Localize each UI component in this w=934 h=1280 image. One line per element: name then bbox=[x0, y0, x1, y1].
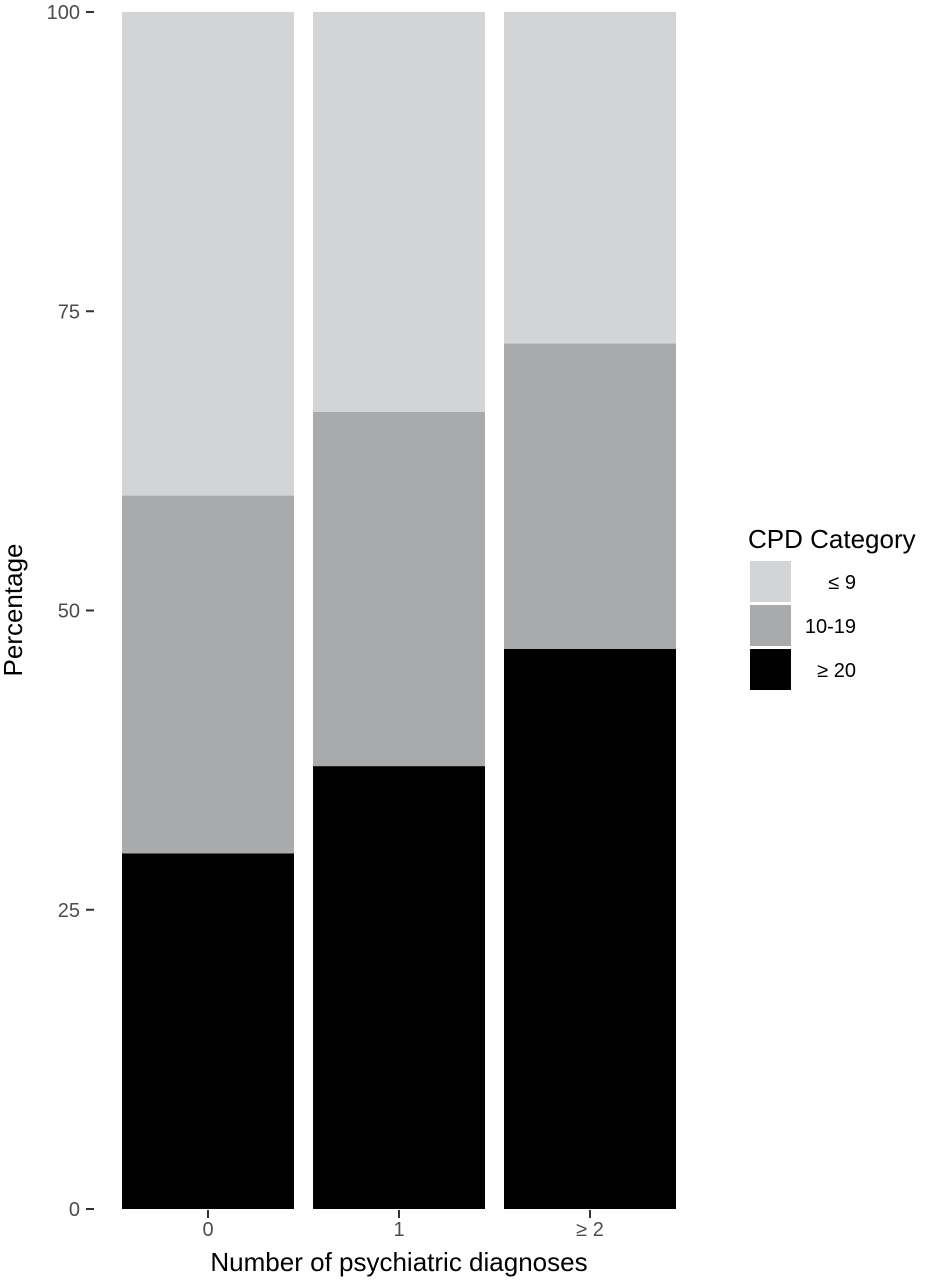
legend-label-0: ≤ 9 bbox=[828, 572, 856, 594]
x-tick-label-2: ≥ 2 bbox=[576, 1219, 604, 1241]
legend-key-1 bbox=[750, 605, 791, 646]
bar-segment-2-2 bbox=[504, 12, 676, 344]
bars-layer bbox=[122, 12, 676, 1209]
legend-label-2: ≥ 20 bbox=[817, 660, 856, 682]
y-axis-title: Percentage bbox=[0, 544, 28, 677]
legend: CPD Category ≤ 9 10-19 ≥ 20 bbox=[748, 524, 916, 690]
legend-label-1: 10-19 bbox=[805, 616, 856, 638]
bar-segment-0-0 bbox=[122, 853, 294, 1209]
legend-title: CPD Category bbox=[748, 524, 916, 554]
y-tick-label-1: 25 bbox=[58, 900, 80, 922]
y-axis: 0 25 50 75 100 bbox=[47, 2, 94, 1221]
bar-segment-0-2 bbox=[122, 12, 294, 496]
bar-segment-0-1 bbox=[122, 495, 294, 854]
bar-segment-1-2 bbox=[313, 12, 485, 412]
y-tick-label-2: 50 bbox=[58, 601, 80, 623]
y-tick-label-3: 75 bbox=[58, 301, 80, 323]
x-axis-title: Number of psychiatric diagnoses bbox=[210, 1247, 587, 1277]
x-tick-label-0: 0 bbox=[202, 1219, 213, 1241]
bar-segment-1-0 bbox=[313, 766, 485, 1209]
bar-segment-2-1 bbox=[504, 343, 676, 649]
bar-segment-1-1 bbox=[313, 411, 485, 767]
bar-segment-2-0 bbox=[504, 648, 676, 1209]
x-tick-label-1: 1 bbox=[393, 1219, 404, 1241]
y-tick-label-0: 0 bbox=[69, 1199, 80, 1221]
legend-key-2 bbox=[750, 649, 791, 690]
y-tick-label-4: 100 bbox=[47, 2, 80, 24]
x-axis: 0 1 ≥ 2 bbox=[202, 1210, 604, 1241]
legend-key-0 bbox=[750, 561, 791, 602]
